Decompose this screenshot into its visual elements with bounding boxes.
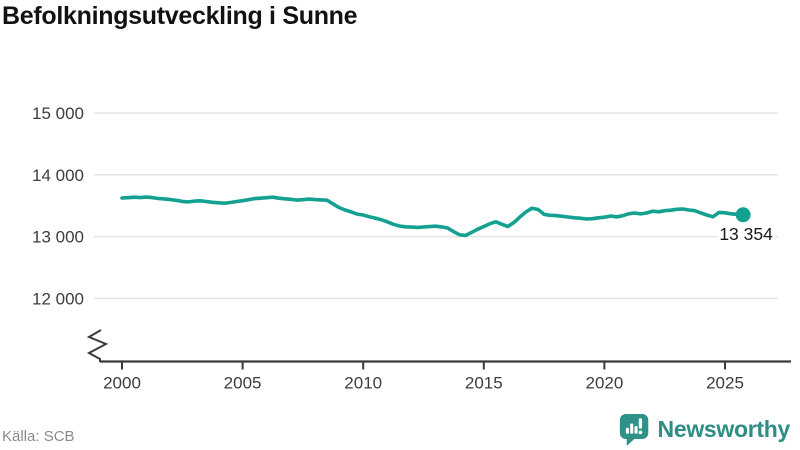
x-tick-label: 2000 — [103, 374, 141, 393]
end-dot — [735, 207, 751, 223]
axis-break-icon — [86, 329, 109, 362]
series-line — [120, 195, 745, 238]
newsworthy-wordmark: Newsworthy — [657, 416, 791, 442]
x-tick-label: 2015 — [465, 374, 503, 393]
y-tick-label: 14 000 — [32, 166, 84, 185]
newsworthy-logo: Newsworthy — [619, 413, 790, 446]
x-tick-label: 2010 — [344, 374, 382, 393]
y-tick-label: 12 000 — [32, 290, 84, 309]
source-note: Källa: SCB — [2, 428, 75, 445]
x-tick-label: 2020 — [585, 374, 623, 393]
newsworthy-bar-chart-bubble-icon — [619, 414, 648, 446]
page-title: Befolkningsutveckling i Sunne — [2, 2, 358, 30]
x-tick-label: 2005 — [224, 374, 262, 393]
y-tick-label: 13 000 — [32, 228, 84, 247]
y-tick-label: 15 000 — [32, 104, 84, 123]
end-value-label: 13 354 — [719, 224, 773, 244]
x-tick-label: 2025 — [706, 374, 744, 393]
